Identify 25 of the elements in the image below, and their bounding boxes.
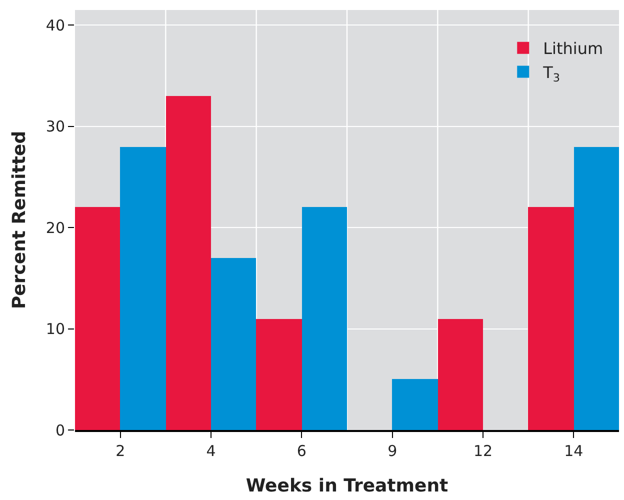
x-tick-label: 14 (564, 442, 584, 460)
bar (528, 207, 574, 430)
y-tick-label: 0 (55, 421, 65, 440)
y-tick-label: 30 (46, 118, 65, 136)
bar (75, 207, 120, 430)
bar (392, 379, 438, 430)
x-tick-label: 4 (206, 442, 216, 460)
x-tick-label: 6 (296, 442, 306, 460)
bar (166, 96, 211, 430)
bar (211, 258, 256, 430)
x-tick-label: 2 (116, 442, 126, 460)
legend-label: T$_{3}$ (542, 62, 560, 84)
legend-label: Lithium (543, 39, 604, 58)
y-tick-label: 20 (46, 218, 65, 237)
x-axis-title: Weeks in Treatment (246, 475, 449, 496)
bar (302, 207, 347, 430)
bar (574, 147, 619, 430)
x-tick-label: 12 (473, 442, 493, 460)
y-axis-title: Percent Remitted (9, 130, 30, 310)
bar (120, 147, 166, 430)
bar (438, 319, 483, 430)
y-tick-label: 10 (46, 320, 65, 338)
x-tick-label: 9 (388, 442, 398, 460)
y-tick-label: 40 (46, 16, 65, 34)
bar (256, 319, 302, 430)
